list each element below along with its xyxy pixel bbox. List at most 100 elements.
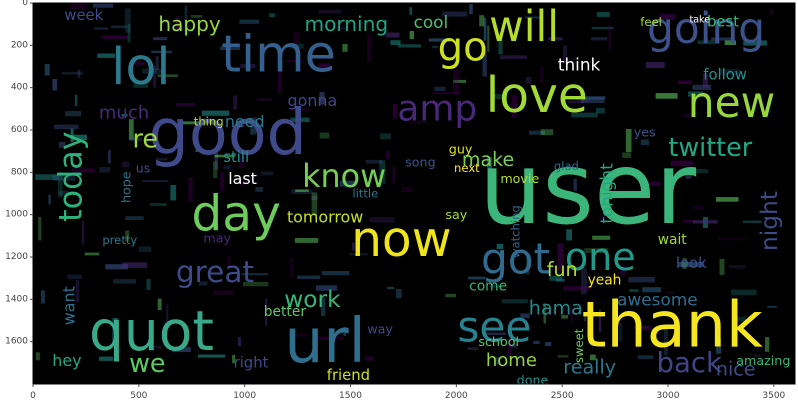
cloud-word: glad bbox=[554, 159, 579, 173]
background-word-mark bbox=[316, 336, 345, 340]
background-word-mark bbox=[213, 290, 234, 295]
cloud-word: feel bbox=[640, 15, 662, 29]
background-word-mark bbox=[487, 25, 490, 52]
background-word-mark bbox=[127, 23, 131, 43]
background-word-mark bbox=[620, 265, 626, 276]
background-word-mark bbox=[256, 98, 273, 101]
background-word-mark bbox=[240, 63, 256, 68]
background-word-mark bbox=[71, 168, 96, 173]
background-word-mark bbox=[386, 32, 400, 38]
y-tick-label: 800 bbox=[11, 167, 28, 177]
cloud-word: awesome bbox=[617, 289, 698, 309]
background-word-mark bbox=[67, 274, 82, 280]
cloud-word: song bbox=[405, 154, 435, 169]
background-word-mark bbox=[591, 26, 614, 30]
y-tick-label: 1400 bbox=[5, 294, 28, 304]
background-word-mark bbox=[75, 280, 79, 303]
background-word-mark bbox=[108, 150, 111, 164]
background-word-mark bbox=[682, 257, 687, 269]
background-word-mark bbox=[711, 37, 735, 41]
background-word-mark bbox=[122, 161, 130, 168]
background-word-mark bbox=[261, 171, 274, 176]
cloud-word: go bbox=[438, 25, 488, 71]
background-word-mark bbox=[285, 60, 304, 63]
background-word-mark bbox=[316, 285, 338, 291]
x-tick-label: 3000 bbox=[657, 391, 680, 401]
background-word-mark bbox=[379, 160, 386, 184]
background-word-mark bbox=[670, 160, 694, 167]
background-word-mark bbox=[239, 177, 244, 187]
background-word-mark bbox=[584, 248, 609, 254]
background-word-mark bbox=[573, 178, 577, 191]
background-word-mark bbox=[596, 107, 605, 114]
background-word-mark bbox=[581, 268, 587, 295]
background-word-mark bbox=[238, 155, 245, 169]
background-word-mark bbox=[544, 341, 552, 347]
cloud-word: night bbox=[756, 191, 783, 251]
cloud-word: sweet bbox=[572, 328, 586, 363]
background-word-mark bbox=[48, 194, 51, 205]
background-word-mark bbox=[113, 279, 137, 284]
background-word-mark bbox=[289, 258, 295, 278]
background-word-mark bbox=[678, 80, 692, 84]
cloud-word: nice bbox=[716, 358, 756, 381]
background-word-mark bbox=[688, 91, 703, 97]
background-word-mark bbox=[233, 95, 238, 110]
background-word-mark bbox=[655, 93, 678, 99]
x-tick-label: 2500 bbox=[551, 391, 574, 401]
background-word-mark bbox=[737, 316, 746, 322]
background-word-mark bbox=[213, 161, 218, 178]
background-word-mark bbox=[84, 252, 100, 256]
background-word-mark bbox=[494, 357, 500, 365]
background-word-mark bbox=[176, 103, 195, 107]
background-word-mark bbox=[678, 262, 705, 267]
x-tick-label: 1000 bbox=[233, 391, 256, 401]
background-word-mark bbox=[692, 205, 703, 210]
background-word-mark bbox=[128, 119, 134, 140]
background-word-mark bbox=[81, 220, 85, 245]
cloud-word: happy bbox=[158, 12, 221, 36]
background-word-mark bbox=[510, 344, 518, 348]
background-word-mark bbox=[102, 35, 128, 40]
axes: 0 500 1000 1500 2000 2500 3000 3500 0 200 400 600 80… bbox=[5, 0, 796, 401]
background-word-mark bbox=[227, 256, 231, 267]
background-word-mark bbox=[57, 172, 63, 198]
background-word-mark bbox=[692, 84, 712, 90]
background-word-mark bbox=[625, 129, 632, 153]
background-word-mark bbox=[637, 355, 654, 360]
background-word-mark bbox=[138, 246, 152, 253]
background-word-mark bbox=[232, 354, 235, 364]
background-word-mark bbox=[434, 86, 446, 91]
y-tick-label: 400 bbox=[11, 83, 28, 93]
cloud-word: may bbox=[203, 231, 231, 246]
y-tick-label: 1600 bbox=[5, 337, 28, 347]
background-word-mark bbox=[642, 287, 661, 293]
background-word-mark bbox=[581, 97, 605, 104]
background-word-mark bbox=[664, 327, 668, 356]
background-word-mark bbox=[557, 243, 564, 272]
background-word-mark bbox=[639, 325, 653, 331]
background-word-mark bbox=[297, 275, 321, 279]
background-word-mark bbox=[343, 326, 347, 336]
background-word-mark bbox=[319, 132, 330, 139]
background-word-mark bbox=[289, 43, 304, 49]
background-word-mark bbox=[151, 50, 173, 54]
plot-frame bbox=[32, 2, 796, 385]
background-word-mark bbox=[214, 154, 236, 158]
background-word-mark bbox=[442, 11, 468, 17]
background-word-mark bbox=[113, 349, 121, 355]
cloud-word: work bbox=[284, 286, 341, 313]
background-word-mark bbox=[70, 128, 74, 143]
background-word-mark bbox=[349, 253, 368, 256]
background-word-mark bbox=[629, 289, 639, 292]
background-word-mark bbox=[689, 169, 709, 174]
cloud-word: now bbox=[351, 212, 451, 268]
background-word-mark bbox=[105, 264, 129, 270]
background-word-mark bbox=[197, 354, 226, 358]
cloud-word: movie bbox=[500, 171, 539, 186]
background-word-mark bbox=[38, 216, 42, 241]
cloud-word: way bbox=[367, 322, 393, 337]
cloud-word: best bbox=[707, 14, 739, 31]
background-word-mark bbox=[239, 19, 259, 24]
